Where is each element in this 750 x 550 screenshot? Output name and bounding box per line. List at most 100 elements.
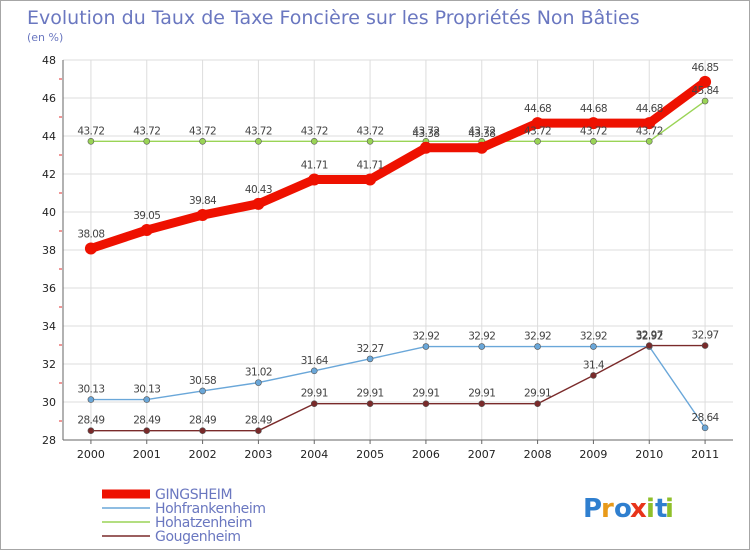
data-label-hohfrankenheim-2005: 32.27 [357,343,384,355]
legend-label-hohfrankenheim: Hohfrankenheim [155,501,266,517]
data-point-hohfrankenheim-2001 [143,396,151,403]
data-label-gingsheim-2011: 46.85 [692,62,719,74]
gridlines [63,59,733,441]
y-tick-label-34: 34 [42,320,56,333]
data-point-hohfrankenheim-2008 [534,343,541,350]
data-point-gougenheim-2006 [422,400,430,408]
data-label-hohatzenheim-2010: 43.72 [636,125,663,137]
data-label-hohatzenheim-2006: 43.72 [412,125,439,137]
y-tick-label-30: 30 [42,396,56,409]
data-point-hohatzenheim-2004 [310,138,318,145]
y-tick-label-32: 32 [42,358,56,371]
data-point-gougenheim-2010 [645,342,653,349]
data-label-hohfrankenheim-2004: 31.64 [301,355,329,367]
data-label-gingsheim-2001: 39.05 [133,210,160,222]
data-label-gougenheim-2000: 28.49 [77,415,104,427]
legend-label-gougenheim: Gougenheim [155,529,241,545]
y-tick-label-42: 42 [42,168,56,181]
data-label-hohatzenheim-2000: 43.72 [77,125,104,137]
data-label-gougenheim-2007: 29.91 [468,388,495,400]
data-point-gougenheim-2008 [534,400,541,408]
y-tick-label-44: 44 [42,130,56,143]
series-line-gougenheim [90,344,706,432]
y-tick-label-40: 40 [42,206,56,219]
data-label-hohfrankenheim-2001: 30.13 [133,384,160,396]
logo-letter-1: r [601,494,614,524]
y-tick-label-36: 36 [42,282,56,295]
data-label-hohatzenheim-2002: 43.72 [189,125,216,137]
x-tick-label-2003: 2003 [244,448,272,461]
data-point-gingsheim-2007 [475,141,488,154]
data-point-gingsheim-2000 [84,242,97,255]
data-label-gougenheim-2010: 32.97 [636,330,663,342]
legend: GINGSHEIMHohfrankenheimHohatzenheimGouge… [102,487,266,545]
data-point-hohatzenheim-2011 [701,97,709,105]
data-label-hohatzenheim-2003: 43.72 [245,125,272,137]
series-line-gingsheim [86,77,710,253]
data-label-gingsheim-2002: 39.84 [189,195,217,207]
data-point-gougenheim-2009 [590,372,597,379]
data-label-gingsheim-2010: 44.68 [636,103,663,115]
series-layer [84,75,712,434]
data-point-hohatzenheim-2008 [534,138,541,145]
data-point-gingsheim-2001 [140,224,153,237]
data-label-gougenheim-2011: 32.97 [692,330,719,342]
data-point-hohfrankenheim-2009 [590,343,597,350]
data-label-gingsheim-2007: 43.38 [468,128,495,140]
data-label-hohatzenheim-2005: 43.72 [357,125,384,137]
data-label-hohfrankenheim-2008: 32.92 [524,331,551,343]
x-tick-label-2001: 2001 [133,448,161,461]
data-label-gougenheim-2006: 29.91 [412,388,439,400]
data-point-hohatzenheim-2002 [199,138,206,145]
data-label-gingsheim-2005: 41.71 [357,160,384,172]
y-tick-label-28: 28 [42,434,56,447]
data-label-hohfrankenheim-2006: 32.92 [412,331,439,343]
series-line-hohatzenheim [90,100,706,143]
x-tick-label-2010: 2010 [635,448,663,461]
x-tick-label-2002: 2002 [189,448,217,461]
data-label-hohfrankenheim-2009: 32.92 [580,331,607,343]
data-point-hohfrankenheim-2006 [422,343,430,350]
data-point-gougenheim-2000 [87,427,95,434]
data-label-hohatzenheim-2004: 43.72 [301,125,328,137]
x-tick-label-2009: 2009 [579,448,607,461]
data-labels: 43.72 43.72 43.72 43.72 43.72 43.72 43.72 43.72… [77,62,720,427]
data-label-gougenheim-2009: 31.4 [583,359,605,371]
data-label-hohfrankenheim-2002: 30.58 [189,375,216,387]
data-label-hohatzenheim-2008: 43.72 [524,125,551,137]
series-line-hohfrankenheim [90,345,706,429]
y-tick-label-46: 46 [42,92,56,105]
data-point-gougenheim-2005 [366,400,374,408]
logo-letter-5: t [655,494,667,524]
data-point-hohatzenheim-2010 [645,138,653,145]
data-point-gingsheim-2010 [643,117,656,130]
proxiti-logo: Pr ox i ti [583,494,674,524]
data-label-gougenheim-2003: 28.49 [245,415,272,427]
data-label-hohatzenheim-2009: 43.72 [580,125,607,137]
data-label-hohfrankenheim-2003: 31.02 [245,367,272,379]
data-point-hohfrankenheim-2000 [87,396,95,403]
data-label-gingsheim-2008: 44.68 [524,103,551,115]
x-tick-label-2006: 2006 [412,448,440,461]
data-label-hohfrankenheim-2007: 32.92 [468,331,495,343]
data-point-gingsheim-2009 [587,117,600,130]
data-label-hohatzenheim-2007: 43.72 [468,125,495,137]
legend-label-gingsheim: GINGSHEIM [155,487,232,503]
data-label-gingsheim-2000: 38.08 [77,228,104,240]
y-tick-label-38: 38 [42,244,56,257]
chart-title: Evolution du Taux de Taxe Foncière sur l… [27,7,640,29]
data-label-gingsheim-2006: 43.38 [412,128,439,140]
data-point-hohfrankenheim-2003 [255,379,262,386]
x-tick-label-2011: 2011 [691,448,719,461]
data-point-gingsheim-2004 [308,173,321,186]
data-label-gingsheim-2009: 44.68 [580,103,607,115]
data-point-hohatzenheim-2003 [255,138,262,145]
data-point-hohatzenheim-2009 [590,138,597,145]
y-tick-label-48: 48 [42,54,56,67]
logo-letter-2: o [614,494,632,524]
logo-letter-4: i [646,494,655,524]
x-tick-label-2004: 2004 [300,448,328,461]
logo-letter-0: P [583,494,602,524]
data-point-hohatzenheim-2001 [143,138,151,145]
